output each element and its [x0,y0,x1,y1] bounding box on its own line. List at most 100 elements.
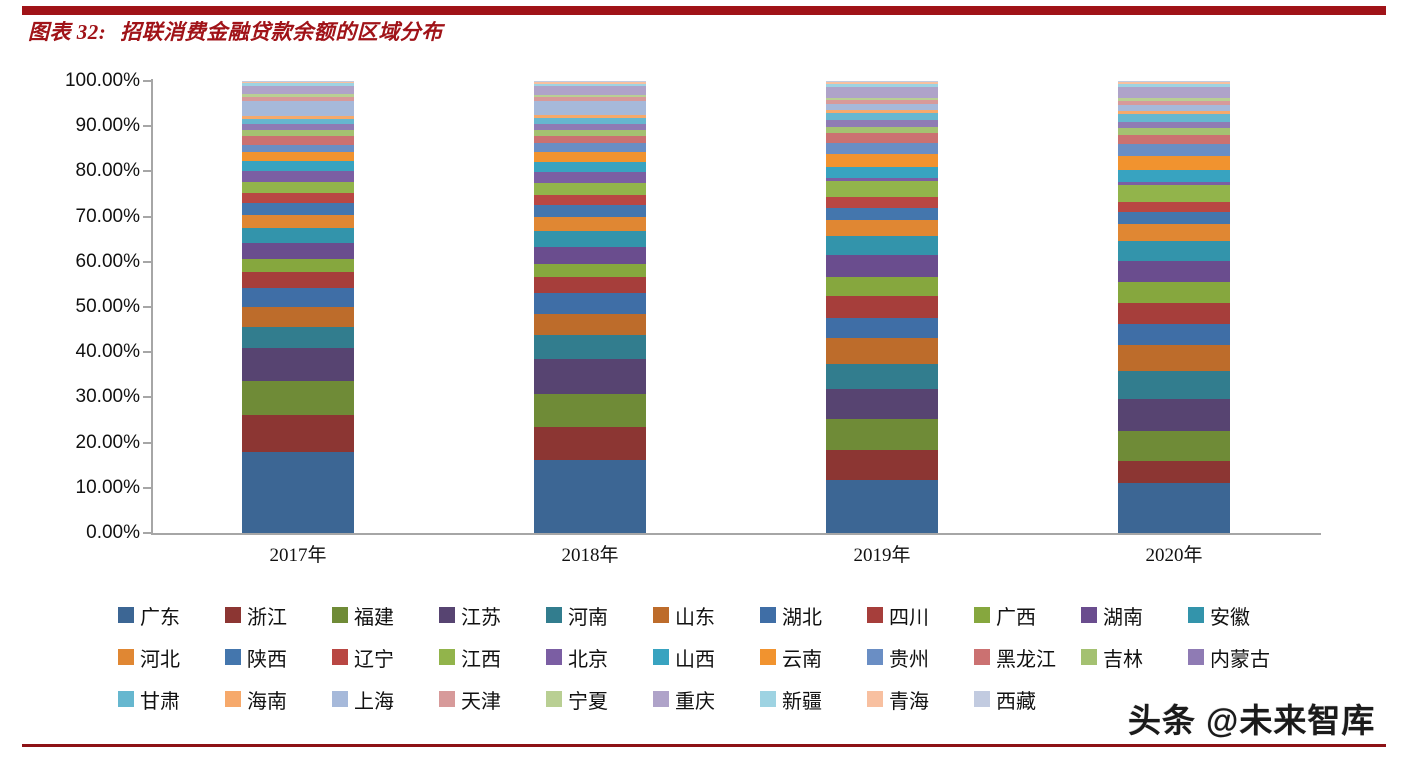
legend-label: 湖北 [782,606,822,629]
bar-segment [534,118,646,124]
bar-segment [1118,81,1230,83]
bar-segment [826,449,938,481]
legend-label: 湖南 [1103,606,1143,629]
bar-segment [242,115,354,120]
bar-segment [1118,281,1230,303]
legend-item-河南[interactable]: 河南 [546,601,653,630]
legend-label: 黑龙江 [996,648,1056,671]
legend-label: 广东 [140,606,180,629]
legend-item-广东[interactable]: 广东 [118,601,225,630]
legend-item-黑龙江[interactable]: 黑龙江 [974,643,1081,672]
legend-item-山东[interactable]: 山东 [653,601,760,630]
legend-item-四川[interactable]: 四川 [867,601,974,630]
y-axis-tick-label: 10.00% [75,476,140,498]
bar-segment [242,124,354,130]
bar-segment [1118,82,1230,84]
bar-segment [1118,128,1230,135]
stacked-bar [534,81,646,533]
bar-segment [242,94,354,97]
y-axis-tick-label: 80.00% [75,160,140,182]
bar-segment [1118,461,1230,483]
bar-segment [826,295,938,318]
legend-swatch-icon [118,649,134,665]
bar-segment [534,293,646,314]
y-axis-tick-label: 70.00% [75,205,140,227]
legend-item-重庆[interactable]: 重庆 [653,685,760,714]
legend-swatch-icon [653,649,669,665]
bar-segment [826,418,938,450]
legend-item-天津[interactable]: 天津 [439,685,546,714]
bar-segment [534,183,646,195]
legend-item-甘肃[interactable]: 甘肃 [118,685,225,714]
legend-item-山西[interactable]: 山西 [653,643,760,672]
bar-segment [1118,211,1230,225]
legend-item-青海[interactable]: 青海 [867,685,974,714]
bar-segment [534,394,646,428]
legend-item-辽宁[interactable]: 辽宁 [332,643,439,672]
y-axis-tick [143,80,152,82]
legend-item-吉林[interactable]: 吉林 [1081,643,1188,672]
legend-label: 辽宁 [354,648,394,671]
legend-item-湖南[interactable]: 湖南 [1081,601,1188,630]
legend-swatch-icon [118,691,134,707]
y-axis-tick-label: 20.00% [75,431,140,453]
bar-segment [534,101,646,116]
bar-segment [1118,134,1230,144]
bar-segment [242,86,354,95]
legend-item-陕西[interactable]: 陕西 [225,643,332,672]
legend-label: 山西 [675,648,715,671]
legend-item-福建[interactable]: 福建 [332,601,439,630]
bar-segment [826,197,938,208]
y-axis-tick-label: 100.00% [64,70,140,91]
bar-segment [1118,302,1230,324]
legend-item-宁夏[interactable]: 宁夏 [546,685,653,714]
bar-segment [534,135,646,144]
legend-label: 上海 [354,690,394,713]
legend-swatch-icon [332,691,348,707]
legend-item-海南[interactable]: 海南 [225,685,332,714]
legend-swatch-icon [225,691,241,707]
bar-segment [242,129,354,137]
bar-segment [242,101,354,116]
bar-segment [826,142,938,155]
legend-item-安徽[interactable]: 安徽 [1188,601,1295,630]
legend-label: 安徽 [1210,606,1250,629]
bar-segment [534,231,646,247]
legend-row: 广东 浙江 福建 江苏 河南 山东 湖北 四川 广西 湖南 安徽 [118,598,1298,632]
legend-item-云南[interactable]: 云南 [760,643,867,672]
legend-item-上海[interactable]: 上海 [332,685,439,714]
legend-item-内蒙古[interactable]: 内蒙古 [1188,643,1295,672]
y-axis-tick-label: 30.00% [75,386,140,408]
legend-item-西藏[interactable]: 西藏 [974,685,1081,714]
legend-item-浙江[interactable]: 浙江 [225,601,332,630]
legend-item-广西[interactable]: 广西 [974,601,1081,630]
legend-item-北京[interactable]: 北京 [546,643,653,672]
bar-segment [242,170,354,182]
bar-segment [534,263,646,278]
legend-label: 浙江 [247,606,287,629]
y-axis-tick [143,125,152,128]
bar-segment [534,143,646,152]
legend-item-湖北[interactable]: 湖北 [760,601,867,630]
legend-swatch-icon [332,607,348,623]
bar-segment [242,228,354,244]
legend-row: 甘肃 海南 上海 天津 宁夏 重庆 新疆 青海 西藏 [118,682,1298,716]
bar-segment [534,115,646,119]
bar-segment [242,348,354,382]
legend-item-江苏[interactable]: 江苏 [439,601,546,630]
legend-label: 江西 [461,648,501,671]
legend-item-贵州[interactable]: 贵州 [867,643,974,672]
bar-segment [534,161,646,172]
bar-segment [826,81,938,83]
y-axis-tick-label: 0.00% [86,522,140,543]
legend-item-新疆[interactable]: 新疆 [760,685,867,714]
legend-swatch-icon [546,649,562,665]
bar-segment [1118,110,1230,115]
footer-rule [22,744,1386,747]
legend-swatch-icon [332,649,348,665]
bar-segment [826,236,938,256]
legend-item-河北[interactable]: 河北 [118,643,225,672]
legend-label: 天津 [461,690,501,713]
legend-item-江西[interactable]: 江西 [439,643,546,672]
bar-segment [1118,100,1230,105]
